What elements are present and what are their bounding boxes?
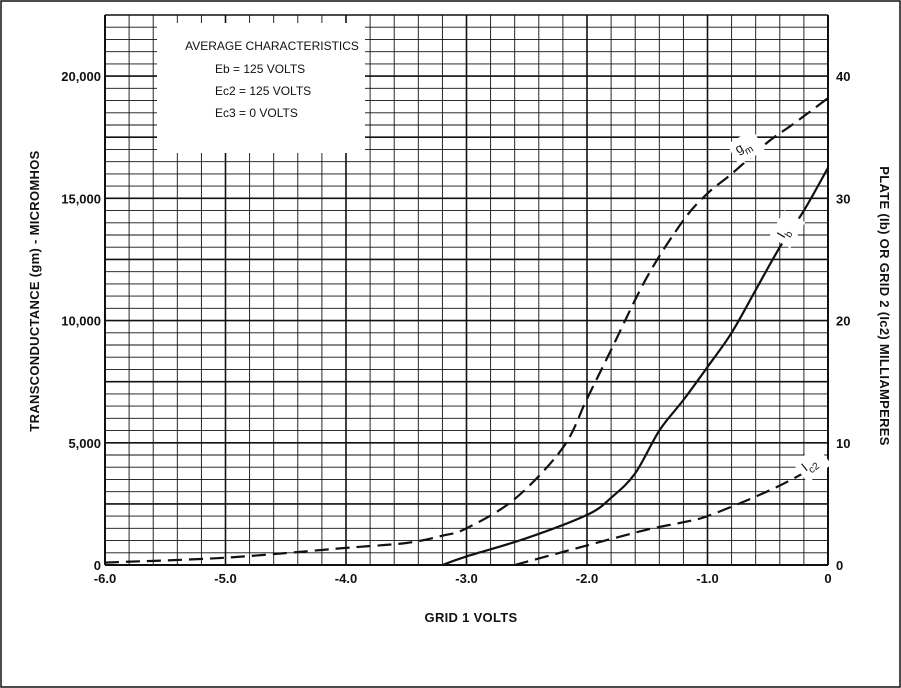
y-left-tick-label: 20,000: [61, 69, 101, 84]
label-ib-subscript: b: [783, 229, 796, 240]
x-tick-label: -1.0: [696, 571, 718, 586]
x-tick-label: -6.0: [94, 571, 116, 586]
y-axis-right-title: PLATE (Ib) OR GRID 2 (Ic2) MILLIAMPERES: [877, 166, 892, 445]
y-right-tick-label: 30: [836, 191, 850, 206]
x-tick-label: -3.0: [455, 571, 477, 586]
x-tick-label: -5.0: [214, 571, 236, 586]
x-tick-label: -4.0: [335, 571, 357, 586]
y-right-tick-label: 10: [836, 436, 850, 451]
info-title: AVERAGE CHARACTERISTICS: [185, 39, 359, 53]
y-left-tick-label: 15,000: [61, 191, 101, 206]
curves: gm Ib Ic2: [104, 97, 832, 567]
info-line-ec2: Ec2 = 125 VOLTS: [215, 84, 311, 98]
info-box: AVERAGE CHARACTERISTICS Eb = 125 VOLTS E…: [157, 23, 365, 153]
curve-gm: [104, 97, 829, 564]
label-ib-background: [769, 210, 806, 249]
axes: -6.0 -5.0 -4.0 -3.0 -2.0 -1.0 005,00010,00015,…: [61, 15, 850, 586]
x-axis-title: GRID 1 VOLTS: [425, 610, 518, 625]
info-box-background: [157, 23, 365, 153]
curve-ib: [442, 167, 829, 567]
info-line-eb: Eb = 125 VOLTS: [215, 62, 305, 76]
label-ib: Ib: [769, 210, 806, 249]
y-right-tick-label: 40: [836, 69, 850, 84]
info-line-ec3: Ec3 = 0 VOLTS: [215, 106, 298, 120]
x-tick-label: -2.0: [576, 571, 598, 586]
label-ib-main: I: [774, 230, 789, 241]
y-axis-left-title: TRANSCONDUCTANCE (gm) - MICROMHOS: [27, 150, 42, 431]
y-right-tick-label: 20: [836, 314, 850, 329]
label-ic2-background: [793, 445, 832, 483]
y-right-tick-label: 0: [836, 558, 843, 573]
label-ic2: Ic2: [793, 445, 832, 483]
label-gm: gm: [726, 129, 765, 166]
y-left-tick-label: 5,000: [68, 436, 101, 451]
curve-ic2: [514, 457, 829, 567]
y-left-tick-label: 0: [94, 558, 101, 573]
x-tick-label: 0: [824, 571, 831, 586]
label-ib-text: Ib: [774, 225, 796, 243]
y-left-tick-label: 10,000: [61, 314, 101, 329]
label-gm-background: [726, 129, 765, 166]
